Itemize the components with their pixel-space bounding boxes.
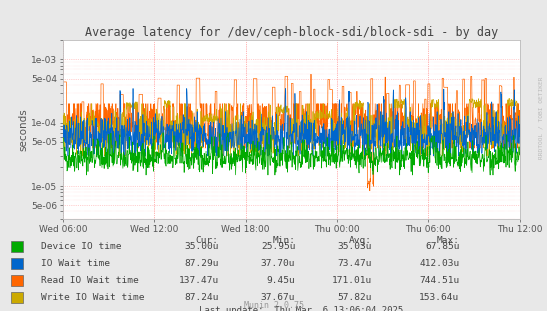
Text: Device IO time: Device IO time (41, 242, 121, 250)
Text: 25.95u: 25.95u (261, 242, 295, 250)
Text: 87.24u: 87.24u (184, 293, 219, 302)
Bar (11, 241, 23, 252)
Text: IO Wait time: IO Wait time (41, 259, 110, 267)
Text: Read IO Wait time: Read IO Wait time (41, 276, 139, 285)
Text: 67.85u: 67.85u (425, 242, 459, 250)
Bar (11, 292, 23, 303)
Title: Average latency for /dev/ceph-block-sdi/block-sdi - by day: Average latency for /dev/ceph-block-sdi/… (85, 26, 498, 39)
Text: Write IO Wait time: Write IO Wait time (41, 293, 144, 302)
Text: 35.00u: 35.00u (184, 242, 219, 250)
Text: Last update:  Thu Mar  6 13:06:04 2025: Last update: Thu Mar 6 13:06:04 2025 (199, 306, 403, 311)
Text: 35.03u: 35.03u (337, 242, 372, 250)
Text: Munin 2.0.75: Munin 2.0.75 (243, 301, 304, 310)
Text: RRDTOOL / TOBI OETIKER: RRDTOOL / TOBI OETIKER (538, 77, 543, 160)
Text: 744.51u: 744.51u (419, 276, 459, 285)
Text: 171.01u: 171.01u (331, 276, 372, 285)
Text: Avg:: Avg: (349, 236, 372, 245)
Text: 73.47u: 73.47u (337, 259, 372, 267)
Text: 153.64u: 153.64u (419, 293, 459, 302)
Y-axis label: seconds: seconds (19, 109, 28, 151)
Text: 9.45u: 9.45u (266, 276, 295, 285)
Bar (11, 275, 23, 286)
Bar (11, 258, 23, 269)
Text: 57.82u: 57.82u (337, 293, 372, 302)
Text: Cur:: Cur: (196, 236, 219, 245)
Text: Min:: Min: (272, 236, 295, 245)
Text: 137.47u: 137.47u (178, 276, 219, 285)
Text: 37.70u: 37.70u (261, 259, 295, 267)
Text: Max:: Max: (437, 236, 459, 245)
Text: 37.67u: 37.67u (261, 293, 295, 302)
Text: 412.03u: 412.03u (419, 259, 459, 267)
Text: 87.29u: 87.29u (184, 259, 219, 267)
